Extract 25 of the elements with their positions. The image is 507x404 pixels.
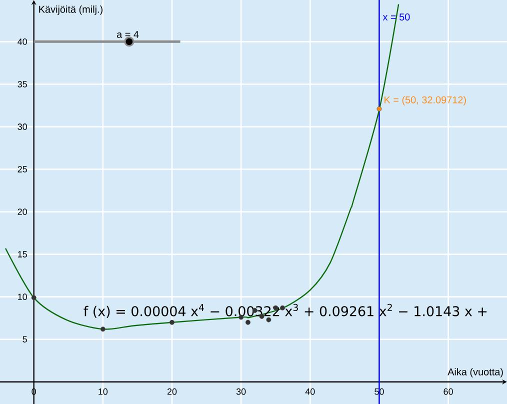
point <box>376 106 382 112</box>
y-axis-title: Kävijöitä (milj.) <box>39 6 102 15</box>
y-tick-label: 5 <box>22 336 27 342</box>
point <box>266 317 272 322</box>
y-tick-label: 10 <box>18 294 27 300</box>
x-axis-title: Aika (vuotta) <box>448 368 503 378</box>
y-tick-label: 40 <box>18 38 27 45</box>
x-tick-label: 10 <box>98 388 108 395</box>
y-tick-label: 30 <box>18 124 27 130</box>
y-tick-label: 20 <box>18 208 27 215</box>
y-tick-label: 15 <box>18 251 27 258</box>
point <box>100 326 106 332</box>
annotation: a = 4 <box>116 30 139 38</box>
annotation: K = (50, 32.09712) <box>384 96 466 106</box>
point <box>170 320 174 325</box>
y-tick-label: 25 <box>18 166 27 172</box>
y-tick-label: 35 <box>18 81 27 88</box>
ref-line-label: x = 50 <box>382 13 410 21</box>
x-tick-label: 30 <box>236 388 246 395</box>
point <box>245 320 250 325</box>
point <box>31 295 36 300</box>
point <box>280 305 286 310</box>
x-tick-label: 20 <box>167 388 177 395</box>
x-tick-label: 40 <box>305 388 315 395</box>
x-tick-label: 60 <box>444 388 453 395</box>
